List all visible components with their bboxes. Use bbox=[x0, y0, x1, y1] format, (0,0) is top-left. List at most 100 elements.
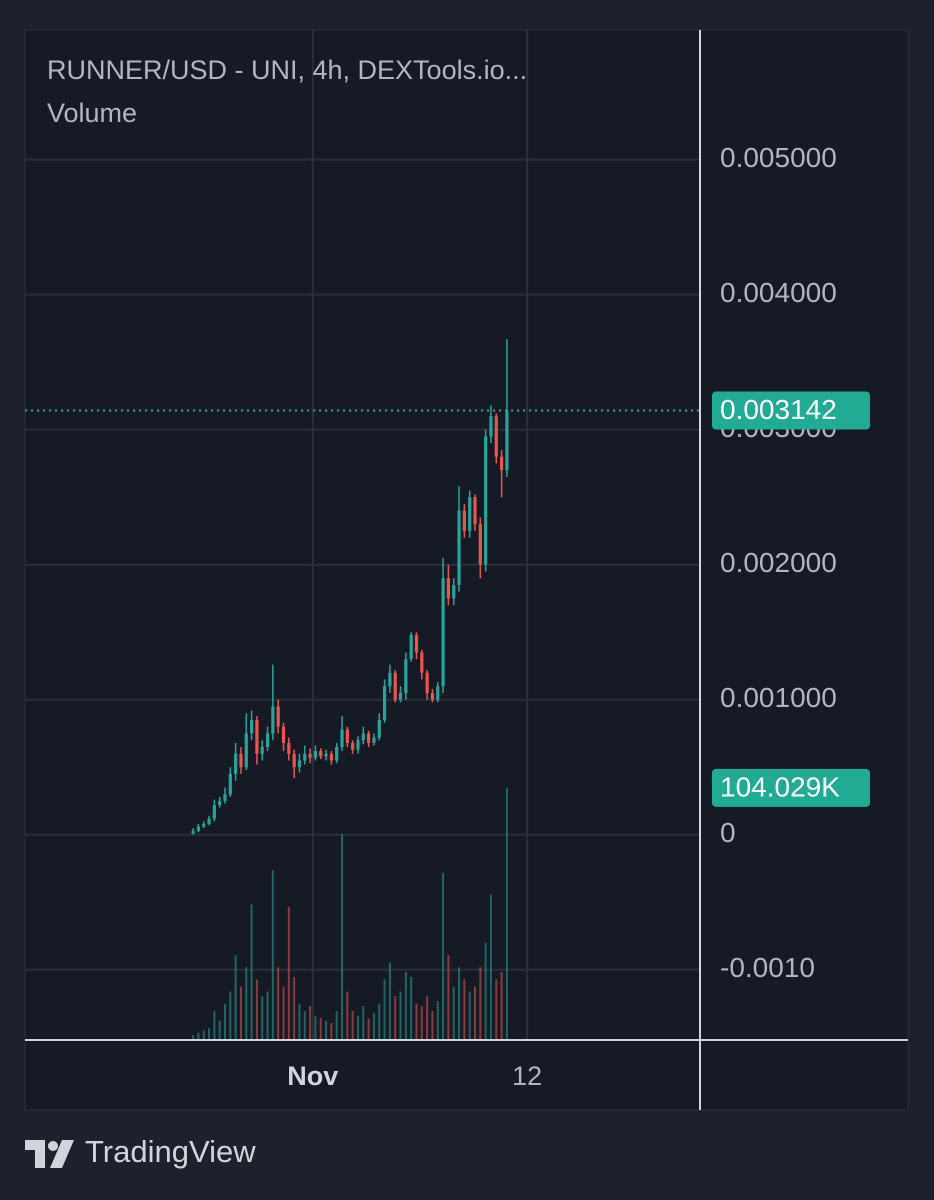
grid bbox=[25, 30, 700, 1040]
y-tick-label: 0.005000 bbox=[720, 142, 837, 173]
candle-body bbox=[249, 719, 254, 734]
candle-body bbox=[393, 672, 397, 700]
volume-bar bbox=[234, 955, 237, 1040]
volume-bar bbox=[431, 1010, 434, 1040]
candle-body bbox=[319, 751, 323, 757]
candle-body bbox=[356, 740, 360, 750]
volume-bar bbox=[426, 996, 429, 1040]
volume-bar bbox=[410, 976, 413, 1040]
volume-bar bbox=[399, 991, 402, 1040]
volume-bar bbox=[489, 894, 492, 1040]
candle-body bbox=[287, 742, 291, 754]
volume-bar bbox=[255, 979, 258, 1040]
volume-bar bbox=[367, 1018, 370, 1040]
candle-body bbox=[473, 497, 477, 525]
candle-body bbox=[260, 746, 264, 754]
volume-bar bbox=[229, 991, 232, 1040]
volume-bar bbox=[415, 1003, 418, 1040]
volume-bar bbox=[261, 996, 264, 1040]
candle-body bbox=[377, 719, 381, 738]
volume-bar bbox=[447, 955, 450, 1040]
volume-bar bbox=[346, 991, 349, 1040]
volume-bar bbox=[325, 1020, 328, 1040]
candle-body bbox=[457, 510, 461, 585]
volume-bar bbox=[224, 1003, 226, 1040]
candle-body bbox=[420, 652, 424, 673]
candle-body bbox=[244, 733, 248, 768]
volume-bar bbox=[293, 976, 296, 1040]
candle-body bbox=[446, 578, 451, 599]
volume-bar bbox=[442, 872, 445, 1040]
volume-bar bbox=[192, 1035, 195, 1040]
candle-body bbox=[462, 510, 466, 531]
volume-bar bbox=[394, 996, 397, 1040]
candle-body bbox=[207, 818, 211, 824]
candle-body bbox=[398, 692, 403, 700]
candle-body bbox=[388, 672, 392, 687]
y-tick-label: -0.0010 bbox=[720, 952, 815, 983]
volume-bar bbox=[356, 1015, 359, 1040]
volume-bar bbox=[351, 1010, 354, 1040]
candle-body bbox=[478, 524, 482, 565]
chart-panel bbox=[24, 29, 909, 1111]
candle-body bbox=[255, 719, 259, 754]
candle-body bbox=[441, 578, 445, 687]
candle-body bbox=[404, 659, 408, 693]
volume-bar bbox=[208, 1027, 211, 1040]
candle-body bbox=[436, 686, 440, 700]
candle-body bbox=[414, 634, 419, 653]
volume-bar bbox=[383, 979, 386, 1040]
volume-legend: Volume bbox=[47, 98, 137, 128]
volume-bar bbox=[474, 986, 476, 1040]
volume-bar bbox=[197, 1032, 200, 1040]
candles bbox=[25, 339, 700, 835]
volume-bar bbox=[319, 1018, 322, 1040]
candle-body bbox=[303, 753, 307, 761]
chart-title: RUNNER/USD - UNI, 4h, DEXTools.io... bbox=[47, 55, 527, 85]
volume-bar bbox=[298, 1003, 301, 1040]
candle-body bbox=[468, 497, 472, 531]
volume-bar bbox=[213, 1010, 216, 1040]
candle-body bbox=[382, 686, 387, 720]
candle-body bbox=[265, 733, 270, 747]
candle-body bbox=[297, 760, 302, 768]
candle-body bbox=[361, 733, 365, 741]
volume-bar bbox=[458, 967, 461, 1040]
volume-bar bbox=[282, 986, 285, 1040]
x-tick-label: 12 bbox=[512, 1061, 542, 1091]
x-tick-label: Nov bbox=[287, 1061, 338, 1091]
volume-bar bbox=[250, 904, 253, 1040]
last-volume-label: 104.029K bbox=[720, 771, 840, 802]
candle-body bbox=[191, 830, 195, 834]
candle-body bbox=[276, 706, 280, 727]
volume-bar bbox=[404, 972, 407, 1040]
candle-body bbox=[452, 584, 456, 599]
volume-bar bbox=[495, 979, 498, 1040]
y-tick-label: 0.004000 bbox=[720, 277, 837, 308]
candle-body bbox=[324, 753, 328, 757]
candle-body bbox=[484, 436, 488, 565]
candle-body bbox=[409, 634, 413, 660]
volume-bar bbox=[420, 1006, 423, 1040]
volume-bar bbox=[388, 962, 391, 1040]
last-volume-box bbox=[712, 768, 870, 807]
candle-body bbox=[372, 737, 376, 743]
volume-bar bbox=[314, 1015, 317, 1040]
candle-body bbox=[234, 753, 238, 774]
candle-body bbox=[202, 823, 206, 827]
candle-body bbox=[489, 416, 493, 437]
volume-bar bbox=[500, 972, 503, 1040]
volume-bar bbox=[468, 991, 471, 1040]
candle-body bbox=[223, 794, 227, 802]
volume-bar bbox=[266, 991, 269, 1040]
volume-bar bbox=[239, 986, 242, 1040]
volume-bar bbox=[436, 1001, 439, 1040]
volume-bar bbox=[463, 979, 466, 1040]
candle-body bbox=[281, 726, 286, 743]
volume-bar bbox=[505, 787, 508, 1040]
volume-bar bbox=[218, 1020, 221, 1040]
volume-bar bbox=[484, 943, 487, 1040]
candle-body bbox=[351, 742, 355, 750]
